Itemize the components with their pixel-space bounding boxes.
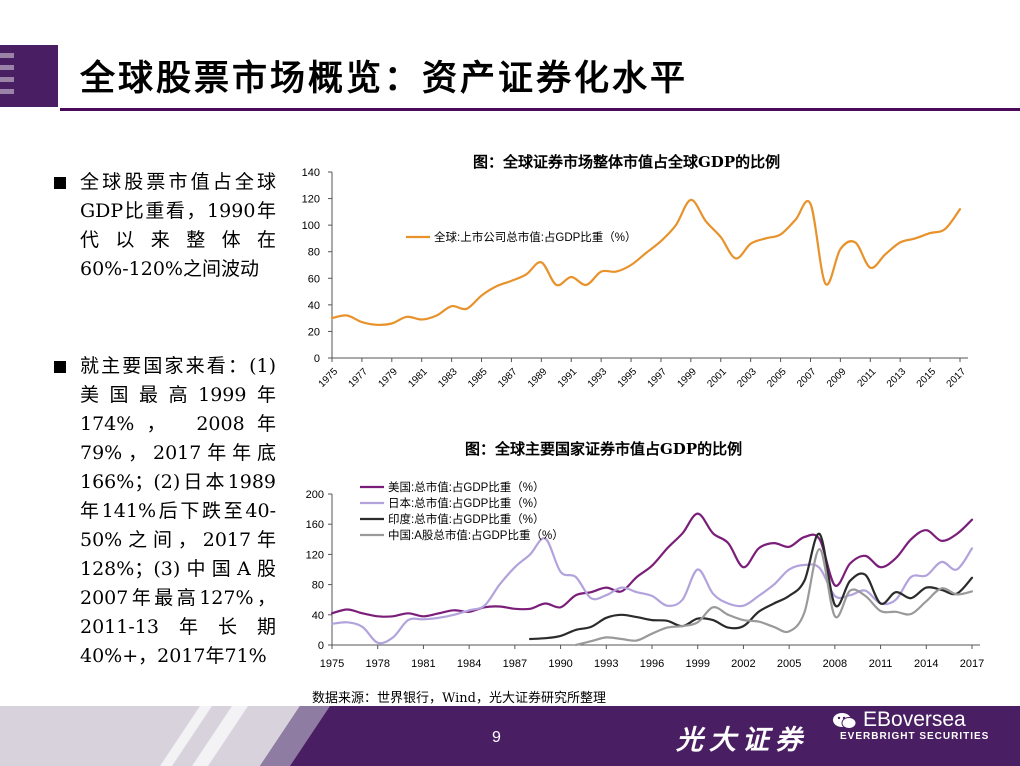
- legend-label: 日本:总市值:占GDP比重（%）: [388, 496, 545, 510]
- y-tick-label: 120: [306, 549, 324, 561]
- x-tick-label: 1979: [376, 366, 400, 390]
- y-tick-label: 60: [308, 273, 320, 285]
- x-tick-label: 2005: [777, 658, 801, 670]
- bullet-item: 就主要国家来看：(1)美国最高1999年174%， 2008年79%，2017年…: [54, 352, 276, 671]
- x-tick-label: 1999: [685, 658, 709, 670]
- legend-label: 中国:A股总市值:占GDP比重（%）: [388, 528, 564, 542]
- y-tick-label: 80: [312, 580, 324, 592]
- y-tick-label: 40: [308, 300, 320, 312]
- chart2-title: 图：全球主要国家证券市值占GDP的比例: [465, 440, 743, 458]
- y-tick-label: 0: [318, 640, 324, 652]
- y-tick-label: 0: [314, 353, 320, 365]
- x-tick-label: 1981: [406, 366, 430, 390]
- page-title: 全球股票市场概览：资产证券化水平: [80, 58, 689, 99]
- x-tick-label: 2017: [945, 366, 969, 390]
- x-tick-label: 1993: [586, 366, 610, 390]
- x-tick-label: 2009: [825, 366, 849, 390]
- x-tick-label: 2011: [855, 366, 878, 389]
- x-tick-label: 1975: [320, 658, 344, 670]
- y-tick-label: 100: [302, 220, 320, 232]
- legend-label: 印度:总市值:占GDP比重（%）: [388, 512, 545, 526]
- bullet-text: 就主要国家来看：(1)美国最高1999年174%， 2008年79%，2017年…: [80, 355, 276, 667]
- chart1-title: 图：全球证券市场整体市值占全球GDP的比例: [473, 153, 781, 171]
- legend-label: 美国:总市值:占GDP比重（%）: [388, 480, 545, 494]
- data-source-note: 数据来源：世界银行，Wind，光大证券研究所整理: [312, 691, 606, 706]
- x-tick-label: 1996: [640, 658, 664, 670]
- wechat-account-name: EBoversea: [863, 708, 966, 731]
- x-tick-label: 1975: [317, 366, 341, 390]
- series-line-2: [330, 537, 974, 645]
- x-tick-label: 1977: [347, 366, 371, 390]
- x-tick-label: 2014: [914, 658, 938, 670]
- y-tick-label: 200: [306, 489, 324, 501]
- x-tick-label: 2003: [735, 366, 759, 390]
- x-tick-label: 1985: [466, 366, 490, 390]
- bullet-square-icon: [54, 177, 66, 189]
- x-tick-label: 1987: [503, 658, 527, 670]
- footer-band: [0, 706, 1020, 766]
- title-divider: [60, 108, 1020, 111]
- y-tick-label: 140: [302, 167, 320, 179]
- y-tick-label: 120: [302, 194, 320, 206]
- x-tick-label: 2001: [705, 366, 729, 390]
- logo-stripes: [0, 45, 58, 107]
- wechat-icon: [833, 713, 857, 729]
- page-number: 9: [492, 729, 501, 746]
- x-tick-label: 2017: [960, 658, 984, 670]
- x-tick-label: 2008: [823, 658, 847, 670]
- x-tick-label: 1991: [556, 366, 580, 390]
- x-tick-label: 1993: [594, 658, 618, 670]
- series-line-3: [529, 532, 974, 641]
- x-tick-label: 1984: [457, 658, 481, 670]
- x-tick-label: 1990: [548, 658, 572, 670]
- y-tick-label: 20: [308, 326, 320, 338]
- x-tick-label: 1995: [616, 366, 640, 390]
- series-line-1: [330, 512, 974, 618]
- x-tick-label: 2011: [869, 658, 893, 670]
- x-tick-label: 1989: [526, 366, 550, 390]
- chart-major-countries-market-cap: 0 40 80 120 160 200 1975 1978 1981 1984 1987 1990 19…: [306, 480, 985, 670]
- bullet-square-icon: [54, 361, 66, 373]
- bullet-text: 全球股票市值占全球GDP比重看，1990年代以来整体在60%-120%之间波动: [80, 171, 276, 280]
- x-tick-label: 1981: [411, 658, 435, 670]
- series-line-1: [330, 198, 962, 326]
- x-tick-label: 2005: [765, 366, 789, 390]
- x-tick-label: 1978: [365, 658, 389, 670]
- series-line-4: [574, 547, 974, 647]
- legend-label: 全球:上市公司总市值:占GDP比重（%）: [434, 230, 637, 244]
- x-tick-label: 1999: [675, 366, 699, 390]
- y-tick-label: 40: [312, 610, 324, 622]
- x-tick-label: 1983: [436, 366, 460, 390]
- x-tick-label: 1987: [496, 366, 520, 390]
- brand-name-cn: 光大证券: [676, 725, 808, 756]
- y-tick-label: 80: [308, 247, 320, 259]
- x-tick-label: 2013: [885, 366, 909, 390]
- x-tick-label: 2007: [795, 366, 819, 390]
- y-tick-label: 160: [306, 519, 324, 531]
- brand-name-en: EVERBRIGHT SECURITIES: [840, 731, 990, 742]
- x-tick-label: 2015: [915, 366, 939, 390]
- x-tick-label: 2002: [731, 658, 755, 670]
- x-tick-label: 1997: [646, 366, 670, 390]
- bullet-item: 全球股票市值占全球GDP比重看，1990年代以来整体在60%-120%之间波动: [54, 168, 276, 284]
